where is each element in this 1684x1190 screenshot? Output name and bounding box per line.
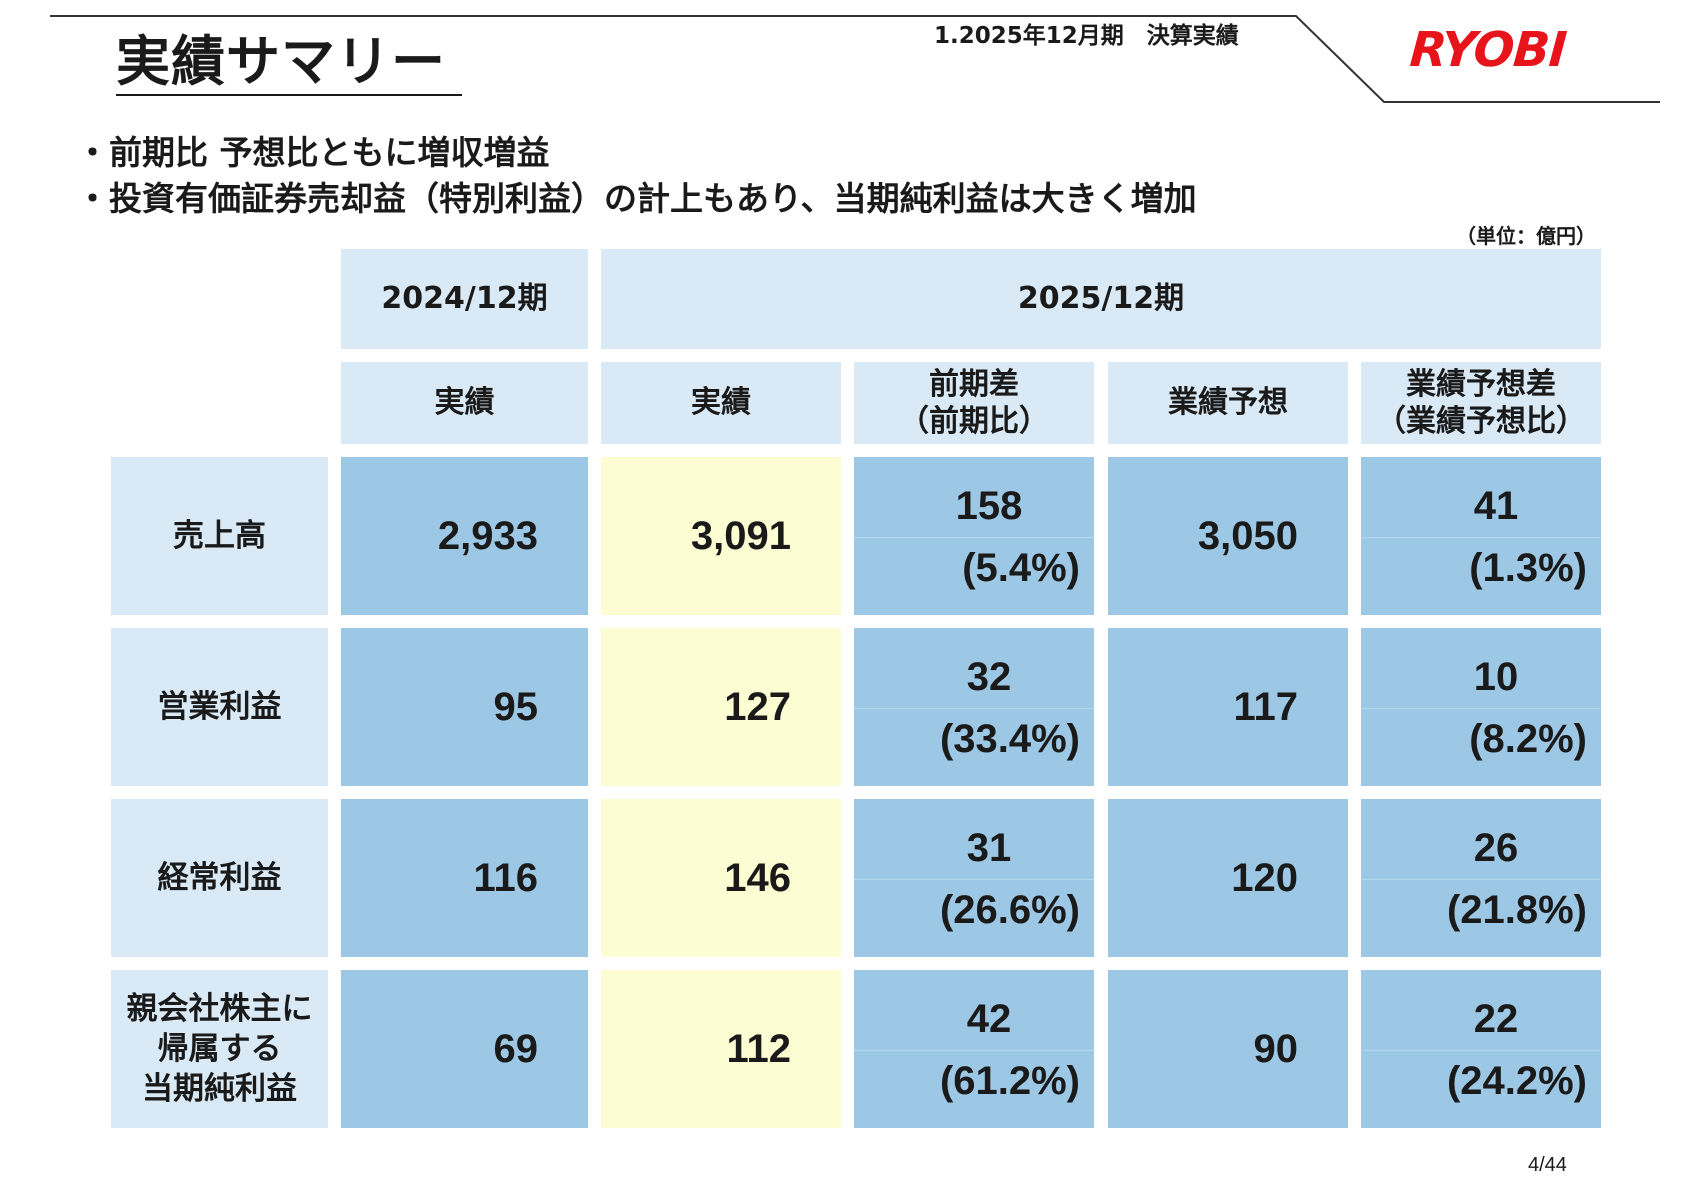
col-prev-actual: 実績 — [341, 362, 588, 444]
page-number: 4/44 — [1528, 1154, 1567, 1176]
sales-vs-forecast: 41 (1.3%) — [1361, 457, 1601, 615]
operating-yoy: 32 (33.4%) — [854, 628, 1094, 786]
unit-label: （単位：億円） — [1456, 224, 1596, 248]
net-vs-forecast-pct: (24.2%) — [1446, 1059, 1587, 1103]
operating-vs-forecast: 10 (8.2%) — [1361, 628, 1601, 786]
net-curr-actual: 112 — [601, 970, 841, 1128]
sales-yoy-diff: 158 — [854, 458, 1094, 538]
sales-yoy-pct: (5.4%) — [962, 546, 1080, 590]
net-prev-actual: 69 — [341, 970, 588, 1128]
sales-vs-forecast-pct: (1.3%) — [1469, 546, 1587, 590]
bullet-item: ・投資有価証券売却益（特別利益）の計上もあり、当期純利益は大きく増加 — [76, 179, 1197, 218]
row-label-text: 帰属する — [157, 1030, 282, 1067]
col-vs-forecast: 業績予想差 （業績予想比） — [1361, 362, 1601, 444]
sales-curr-actual: 3,091 — [601, 457, 841, 615]
row-label-text: 売上高 — [173, 517, 266, 554]
operating-vs-forecast-pct: (8.2%) — [1469, 717, 1587, 761]
col-forecast: 業績予想 — [1108, 362, 1348, 444]
ordinary-vs-forecast-diff: 26 — [1361, 800, 1601, 880]
sales-yoy: 158 (5.4%) — [854, 457, 1094, 615]
ordinary-yoy: 31 (26.6%) — [854, 799, 1094, 957]
operating-vs-forecast-diff: 10 — [1361, 629, 1601, 709]
net-yoy: 42 (61.2%) — [854, 970, 1094, 1128]
page-title: 実績サマリー — [116, 30, 446, 93]
net-vs-forecast-diff: 22 — [1361, 971, 1601, 1051]
row-label-sales: 売上高 — [111, 457, 328, 615]
sales-vs-forecast-diff: 41 — [1361, 458, 1601, 538]
ordinary-vs-forecast-pct: (21.8%) — [1446, 888, 1587, 932]
row-label-text: 当期純利益 — [142, 1071, 297, 1108]
net-yoy-diff: 42 — [854, 971, 1094, 1051]
sales-prev-actual: 2,933 — [341, 457, 588, 615]
operating-yoy-pct: (33.4%) — [939, 717, 1080, 761]
title-underline — [116, 94, 462, 96]
ordinary-yoy-pct: (26.6%) — [939, 888, 1080, 932]
col-yoy: 前期差 （前期比） — [854, 362, 1094, 444]
col-yoy-line2: （前期比） — [899, 404, 1049, 439]
section-label: 1.2025年12月期 決算実績 — [934, 23, 1239, 49]
row-label-operating-income: 営業利益 — [111, 628, 328, 786]
col-curr-actual: 実績 — [601, 362, 841, 444]
row-label-ordinary-income: 経常利益 — [111, 799, 328, 957]
operating-forecast: 117 — [1108, 628, 1348, 786]
ordinary-forecast: 120 — [1108, 799, 1348, 957]
net-vs-forecast: 22 (24.2%) — [1361, 970, 1601, 1128]
operating-curr-actual: 127 — [601, 628, 841, 786]
summary-bullets: ・前期比 予想比ともに増収増益 ・投資有価証券売却益（特別利益）の計上もあり、当… — [76, 130, 1197, 222]
ordinary-yoy-diff: 31 — [854, 800, 1094, 880]
row-label-net-income: 親会社株主に 帰属する 当期純利益 — [111, 970, 328, 1128]
ordinary-prev-actual: 116 — [341, 799, 588, 957]
col-vs-forecast-line2: （業績予想比） — [1376, 404, 1586, 439]
col-yoy-line1: 前期差 — [929, 366, 1019, 402]
ordinary-vs-forecast: 26 (21.8%) — [1361, 799, 1601, 957]
period-curr-header: 2025/12期 — [601, 249, 1601, 349]
col-vs-forecast-line1: 業績予想差 — [1406, 366, 1556, 402]
operating-yoy-diff: 32 — [854, 629, 1094, 709]
ordinary-curr-actual: 146 — [601, 799, 841, 957]
header-rule — [50, 15, 1660, 103]
sales-forecast: 3,050 — [1108, 457, 1348, 615]
row-label-text: 営業利益 — [157, 688, 282, 725]
bullet-item: ・前期比 予想比ともに増収増益 — [76, 133, 550, 172]
row-label-text: 経常利益 — [157, 859, 282, 896]
operating-prev-actual: 95 — [341, 628, 588, 786]
net-yoy-pct: (61.2%) — [939, 1059, 1080, 1103]
ryobi-logo: RYOBI — [1408, 22, 1568, 78]
net-forecast: 90 — [1108, 970, 1348, 1128]
row-label-text: 親会社株主に — [126, 990, 313, 1027]
period-prev-header: 2024/12期 — [341, 249, 588, 349]
